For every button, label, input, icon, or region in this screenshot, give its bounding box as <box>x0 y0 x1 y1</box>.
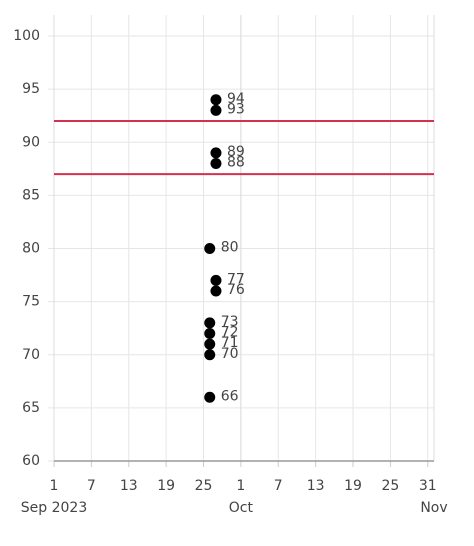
y-tick-label: 85 <box>22 187 40 203</box>
x-tick-label: 1 <box>50 478 59 494</box>
y-tick-label: 60 <box>22 453 40 469</box>
y-tick-label: 70 <box>22 347 40 363</box>
y-tick-label: 75 <box>22 294 40 310</box>
y-tick-label: 100 <box>13 28 40 44</box>
x-tick-label: 7 <box>87 478 96 494</box>
data-label: 71 <box>221 335 239 351</box>
point <box>204 243 216 254</box>
data-label: 94 <box>227 91 245 107</box>
y-tick-label: 90 <box>22 134 40 150</box>
y-tick-label: 80 <box>22 241 40 257</box>
point <box>210 158 222 169</box>
point <box>204 317 216 329</box>
x-tick-label: 19 <box>157 478 175 494</box>
point <box>204 328 216 339</box>
x-tick-label: 1 <box>236 478 245 494</box>
y-tick-label: 65 <box>22 400 40 416</box>
x-tick-label: 13 <box>307 478 325 494</box>
y-tick-label: 95 <box>22 81 40 97</box>
point <box>210 104 222 116</box>
data-label: 89 <box>227 144 245 160</box>
x-tick-label: 31 <box>419 478 437 494</box>
x-tick-label: 19 <box>344 478 362 494</box>
x-tick-label: 25 <box>381 478 399 494</box>
data-label: 72 <box>221 325 239 341</box>
point <box>204 391 216 403</box>
data-label: 76 <box>227 282 245 298</box>
point <box>210 285 222 297</box>
data-label: 73 <box>221 314 239 330</box>
data-label: 70 <box>221 346 239 362</box>
data-label: 77 <box>227 271 245 287</box>
data-label: 88 <box>227 155 245 171</box>
x-tick-label: 25 <box>195 478 213 494</box>
point <box>210 94 222 106</box>
x-period-label: Sep 2023 <box>21 500 87 516</box>
x-period-label: Oct <box>229 500 254 516</box>
point <box>204 349 216 361</box>
point <box>210 147 222 159</box>
data-label: 80 <box>221 240 239 256</box>
x-tick-label: 13 <box>120 478 138 494</box>
x-tick-label: 7 <box>274 478 283 494</box>
point <box>204 338 216 350</box>
data-label: 66 <box>221 388 239 404</box>
data-label: 93 <box>227 101 245 117</box>
x-period-label: Nov <box>420 500 447 516</box>
point <box>210 274 222 286</box>
